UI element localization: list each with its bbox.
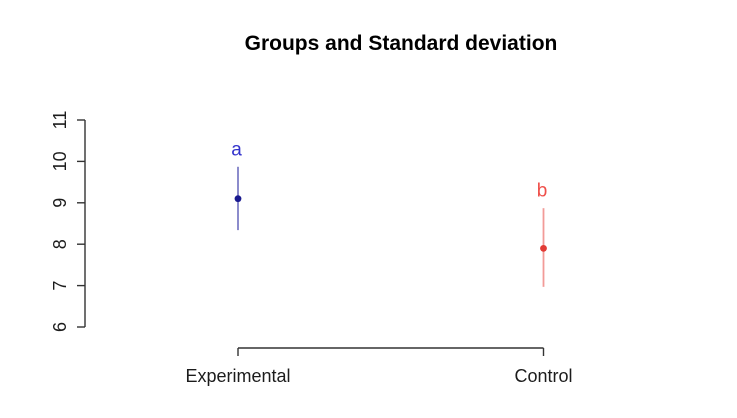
mean-point — [234, 195, 242, 203]
series-control: b — [537, 181, 548, 287]
chart-title: Groups and Standard deviation — [245, 32, 558, 55]
x-tick-label: Experimental — [185, 366, 290, 386]
y-tick-label: 10 — [50, 151, 70, 171]
x-tick-label: Control — [514, 366, 572, 386]
series-experimental: a — [231, 139, 242, 231]
sig-letter: a — [231, 139, 242, 160]
mean-point — [540, 244, 547, 252]
y-tick-label: 9 — [50, 198, 70, 208]
y-tick-label: 6 — [50, 322, 70, 332]
y-tick-label: 11 — [50, 111, 70, 130]
error-bar-series: ab — [231, 139, 547, 287]
sig-letter: b — [537, 181, 548, 202]
y-axis: 6 7 8 9 10 11 — [50, 111, 86, 332]
y-tick-label: 8 — [50, 239, 70, 249]
y-tick-label: 7 — [50, 281, 70, 291]
x-axis: Experimental Control — [185, 347, 573, 386]
